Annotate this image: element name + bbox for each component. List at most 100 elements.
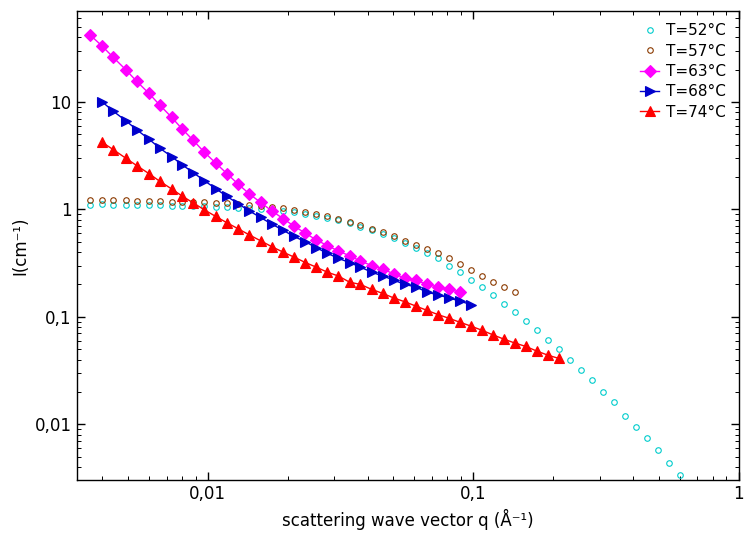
T=74°C — [334, 273, 343, 279]
T=68°C — [245, 208, 254, 214]
T=63°C — [455, 289, 464, 295]
T=74°C — [367, 286, 376, 293]
T=57°C — [233, 201, 242, 207]
T=68°C — [233, 200, 242, 207]
T=68°C — [356, 264, 365, 270]
T=63°C — [267, 208, 276, 214]
T=68°C — [97, 98, 106, 105]
T=52°C — [323, 215, 332, 221]
T=57°C — [455, 261, 464, 267]
T=68°C — [300, 239, 310, 245]
T=74°C — [233, 226, 242, 232]
T=63°C — [411, 277, 421, 283]
T=63°C — [312, 236, 321, 243]
T=57°C — [499, 283, 508, 290]
T=74°C — [323, 269, 332, 275]
T=57°C — [289, 207, 298, 214]
T=57°C — [389, 233, 398, 240]
T=63°C — [323, 242, 332, 249]
T=57°C — [444, 255, 453, 261]
T=68°C — [334, 255, 343, 261]
T=63°C — [279, 215, 288, 222]
T=57°C — [223, 200, 232, 207]
Line: T=68°C: T=68°C — [97, 97, 476, 309]
T=68°C — [167, 153, 176, 160]
T=63°C — [345, 253, 354, 259]
T=68°C — [289, 233, 298, 240]
T=63°C — [378, 266, 387, 272]
T=68°C — [156, 145, 165, 151]
T=68°C — [400, 281, 409, 288]
T=63°C — [177, 126, 186, 132]
T=74°C — [245, 232, 254, 238]
T=68°C — [411, 283, 421, 290]
T=57°C — [488, 279, 498, 286]
T=63°C — [245, 190, 254, 197]
T=68°C — [177, 162, 186, 168]
T=68°C — [109, 108, 118, 114]
T=74°C — [300, 259, 310, 266]
T=74°C — [477, 327, 486, 333]
T=74°C — [455, 319, 464, 326]
T=68°C — [211, 186, 220, 192]
T=74°C — [411, 303, 421, 309]
T=68°C — [345, 259, 354, 266]
T=68°C — [323, 250, 332, 256]
T=52°C — [200, 203, 209, 209]
T=63°C — [144, 90, 153, 97]
T=74°C — [289, 254, 298, 260]
T=74°C — [97, 139, 106, 146]
T=63°C — [200, 149, 209, 155]
T=74°C — [312, 264, 321, 270]
X-axis label: scattering wave vector q (Å⁻¹): scattering wave vector q (Å⁻¹) — [282, 509, 533, 530]
T=74°C — [109, 146, 118, 153]
T=74°C — [211, 213, 220, 220]
T=74°C — [444, 315, 453, 321]
T=74°C — [223, 220, 232, 226]
T=68°C — [267, 221, 276, 227]
T=74°C — [389, 295, 398, 301]
T=63°C — [97, 43, 106, 49]
Line: T=57°C: T=57°C — [88, 197, 517, 295]
T=57°C — [279, 205, 288, 212]
T=57°C — [109, 197, 118, 203]
T=68°C — [121, 117, 130, 124]
T=74°C — [189, 200, 198, 206]
T=57°C — [132, 197, 141, 204]
T=57°C — [367, 226, 376, 232]
T=63°C — [400, 275, 409, 281]
T=63°C — [334, 248, 343, 254]
T=74°C — [488, 332, 498, 338]
T=68°C — [256, 214, 265, 221]
T=57°C — [477, 273, 486, 279]
T=63°C — [389, 271, 398, 278]
T=74°C — [378, 290, 387, 296]
T=52°C — [499, 301, 508, 307]
T=57°C — [97, 196, 106, 203]
T=63°C — [433, 283, 442, 290]
T=57°C — [433, 250, 442, 256]
T=74°C — [256, 237, 265, 244]
T=63°C — [422, 281, 431, 288]
T=57°C — [245, 202, 254, 208]
T=52°C — [455, 269, 464, 275]
T=63°C — [356, 258, 365, 265]
T=63°C — [233, 181, 242, 187]
T=63°C — [367, 262, 376, 269]
T=57°C — [312, 211, 321, 217]
T=63°C — [156, 102, 165, 109]
T=74°C — [200, 207, 209, 213]
T=63°C — [256, 199, 265, 206]
T=68°C — [312, 245, 321, 251]
T=74°C — [177, 193, 186, 199]
T=74°C — [521, 343, 530, 349]
T=57°C — [200, 199, 209, 206]
T=74°C — [532, 348, 541, 354]
T=57°C — [167, 199, 176, 205]
Line: T=63°C: T=63°C — [86, 31, 464, 296]
T=68°C — [467, 301, 476, 308]
T=57°C — [256, 202, 265, 209]
T=57°C — [356, 222, 365, 228]
T=57°C — [144, 198, 153, 204]
T=57°C — [411, 241, 421, 248]
